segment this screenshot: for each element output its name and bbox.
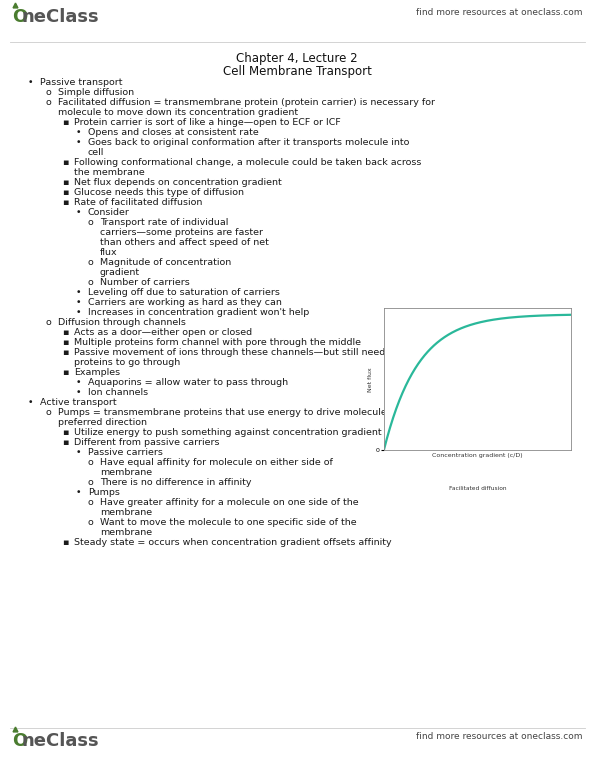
Text: Magnitude of concentration: Magnitude of concentration: [100, 258, 231, 267]
Text: flux: flux: [100, 248, 118, 257]
Text: ▪: ▪: [62, 438, 68, 447]
Text: membrane: membrane: [100, 508, 152, 517]
Text: ▪: ▪: [62, 178, 68, 187]
Text: ▪: ▪: [62, 198, 68, 207]
Text: o: o: [88, 518, 94, 527]
Text: o: o: [88, 258, 94, 267]
Y-axis label: Net flux: Net flux: [368, 367, 373, 392]
Text: find more resources at oneclass.com: find more resources at oneclass.com: [416, 732, 583, 741]
Text: find more resources at oneclass.com: find more resources at oneclass.com: [416, 8, 583, 17]
Text: O: O: [12, 8, 27, 26]
Text: Consider: Consider: [88, 208, 130, 217]
Text: Different from passive carriers: Different from passive carriers: [74, 438, 220, 447]
Text: o: o: [88, 218, 94, 227]
Text: Following conformational change, a molecule could be taken back across: Following conformational change, a molec…: [74, 158, 421, 167]
Text: preferred direction: preferred direction: [58, 418, 147, 427]
Text: o: o: [46, 408, 52, 417]
Text: Passive carriers: Passive carriers: [88, 448, 163, 457]
Text: gradient: gradient: [100, 268, 140, 277]
Text: carriers—some proteins are faster: carriers—some proteins are faster: [100, 228, 263, 237]
Text: ▪: ▪: [62, 538, 68, 547]
Text: Pumps = transmembrane proteins that use energy to drive molecules in a: Pumps = transmembrane proteins that use …: [58, 408, 412, 417]
Text: There is no difference in affinity: There is no difference in affinity: [100, 478, 252, 487]
Text: o: o: [46, 98, 52, 107]
Text: Acts as a door—either open or closed: Acts as a door—either open or closed: [74, 328, 252, 337]
Text: o: o: [88, 458, 94, 467]
Text: •: •: [28, 398, 33, 407]
Text: ▪: ▪: [62, 428, 68, 437]
Text: Transport rate of individual: Transport rate of individual: [100, 218, 228, 227]
Text: o: o: [88, 478, 94, 487]
Text: neClass: neClass: [21, 732, 99, 750]
Text: •: •: [76, 298, 82, 307]
Text: •: •: [76, 388, 82, 397]
Text: ▪: ▪: [62, 118, 68, 127]
Text: ▪: ▪: [62, 188, 68, 197]
X-axis label: Concentration gradient (c/D): Concentration gradient (c/D): [432, 454, 523, 458]
Text: Steady state = occurs when concentration gradient offsets affinity: Steady state = occurs when concentration…: [74, 538, 392, 547]
Text: •: •: [76, 208, 82, 217]
Text: ▪: ▪: [62, 328, 68, 337]
Text: Rate of facilitated diffusion: Rate of facilitated diffusion: [74, 198, 202, 207]
Text: Aquaporins = allow water to pass through: Aquaporins = allow water to pass through: [88, 378, 288, 387]
Text: ▪: ▪: [62, 338, 68, 347]
Text: •: •: [76, 448, 82, 457]
Text: •: •: [76, 128, 82, 137]
Text: Utilize energy to push something against concentration gradient: Utilize energy to push something against…: [74, 428, 381, 437]
Text: Ion channels: Ion channels: [88, 388, 148, 397]
Text: Diffusion through channels: Diffusion through channels: [58, 318, 186, 327]
Text: Glucose needs this type of diffusion: Glucose needs this type of diffusion: [74, 188, 244, 197]
Text: Opens and closes at consistent rate: Opens and closes at consistent rate: [88, 128, 259, 137]
Text: the membrane: the membrane: [74, 168, 145, 177]
Text: Increases in concentration gradient won't help: Increases in concentration gradient won'…: [88, 308, 309, 317]
Text: Have greater affinity for a molecule on one side of the: Have greater affinity for a molecule on …: [100, 498, 359, 507]
Text: Facilitated diffusion = transmembrane protein (protein carrier) is necessary for: Facilitated diffusion = transmembrane pr…: [58, 98, 435, 107]
Text: Multiple proteins form channel with pore through the middle: Multiple proteins form channel with pore…: [74, 338, 361, 347]
Text: Active transport: Active transport: [40, 398, 117, 407]
Text: •: •: [76, 138, 82, 147]
Text: Cell Membrane Transport: Cell Membrane Transport: [223, 65, 371, 78]
Text: o: o: [46, 88, 52, 97]
Text: Passive movement of ions through these channels—but still need: Passive movement of ions through these c…: [74, 348, 385, 357]
Text: o: o: [46, 318, 52, 327]
Text: O: O: [12, 732, 27, 750]
Text: proteins to go through: proteins to go through: [74, 358, 180, 367]
Text: Facilitated diffusion: Facilitated diffusion: [449, 487, 506, 491]
Text: Simple diffusion: Simple diffusion: [58, 88, 134, 97]
Text: Goes back to original conformation after it transports molecule into: Goes back to original conformation after…: [88, 138, 409, 147]
Text: Want to move the molecule to one specific side of the: Want to move the molecule to one specifi…: [100, 518, 356, 527]
Text: Have equal affinity for molecule on either side of: Have equal affinity for molecule on eith…: [100, 458, 333, 467]
Text: o: o: [88, 498, 94, 507]
Text: molecule to move down its concentration gradient: molecule to move down its concentration …: [58, 108, 298, 117]
Text: ▪: ▪: [62, 368, 68, 377]
Text: membrane: membrane: [100, 528, 152, 537]
Text: •: •: [76, 488, 82, 497]
Text: Pumps: Pumps: [88, 488, 120, 497]
Text: •: •: [76, 308, 82, 317]
Text: Protein carrier is sort of like a hinge—open to ECF or ICF: Protein carrier is sort of like a hinge—…: [74, 118, 341, 127]
Text: •: •: [28, 78, 33, 87]
Text: Chapter 4, Lecture 2: Chapter 4, Lecture 2: [236, 52, 358, 65]
Text: ▪: ▪: [62, 158, 68, 167]
Text: •: •: [76, 378, 82, 387]
Text: Carriers are working as hard as they can: Carriers are working as hard as they can: [88, 298, 282, 307]
Text: membrane: membrane: [100, 468, 152, 477]
Text: than others and affect speed of net: than others and affect speed of net: [100, 238, 269, 247]
Text: neClass: neClass: [21, 8, 99, 26]
Text: Number of carriers: Number of carriers: [100, 278, 190, 287]
Text: o: o: [88, 278, 94, 287]
Text: Leveling off due to saturation of carriers: Leveling off due to saturation of carrie…: [88, 288, 280, 297]
Text: Passive transport: Passive transport: [40, 78, 123, 87]
Text: Examples: Examples: [74, 368, 120, 377]
Text: cell: cell: [88, 148, 104, 157]
Text: ▪: ▪: [62, 348, 68, 357]
Text: Net flux depends on concentration gradient: Net flux depends on concentration gradie…: [74, 178, 282, 187]
Text: •: •: [76, 288, 82, 297]
